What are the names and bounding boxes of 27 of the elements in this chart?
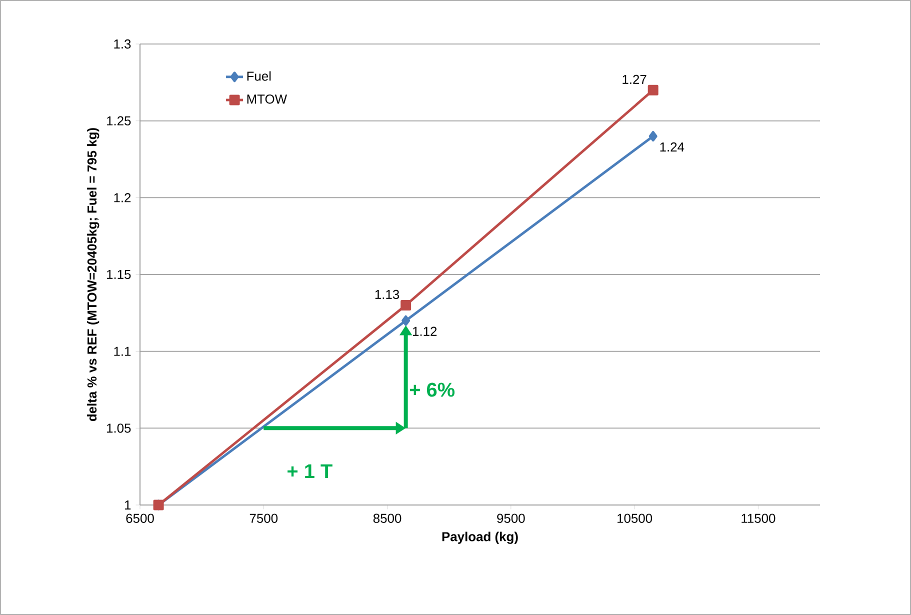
annotation: + 6% bbox=[410, 382, 455, 397]
x-axis-title: Payload (kg) bbox=[442, 532, 518, 544]
legend-label: Fuel bbox=[247, 71, 271, 81]
y-tick-label: 1 bbox=[125, 500, 131, 510]
point bbox=[648, 130, 658, 142]
legend-label: MTOW bbox=[247, 94, 288, 104]
y-tick-label: 1.3 bbox=[114, 39, 131, 49]
y-tick-label: 1.15 bbox=[107, 270, 131, 280]
y-tick-label: 1.1 bbox=[114, 346, 131, 356]
y-tick-label: 1.05 bbox=[107, 424, 131, 433]
data-label: 1.13 bbox=[375, 290, 400, 300]
x-tick-label: 7500 bbox=[250, 514, 278, 523]
x-tick-label: 8500 bbox=[373, 514, 402, 523]
x-tick-label: 9500 bbox=[497, 514, 525, 523]
point bbox=[402, 315, 410, 326]
y-tick-label: 1.25 bbox=[107, 116, 131, 126]
x-tick-label: 11500 bbox=[742, 514, 776, 523]
data-label: 1.27 bbox=[622, 74, 646, 84]
annotation: + 1 T bbox=[288, 464, 332, 478]
y-axis-title: delta % vs REF (MTOW=20405kg; Fuel = 795 kg) bbox=[87, 128, 100, 422]
point bbox=[400, 300, 412, 310]
point bbox=[648, 84, 658, 96]
y-tick-label: 1.2 bbox=[114, 193, 131, 202]
x-tick-label: 6500 bbox=[126, 514, 154, 523]
data-label: 1.12 bbox=[413, 326, 437, 336]
data-label: 1.24 bbox=[660, 142, 684, 152]
x-tick-label: 10500 bbox=[618, 514, 652, 523]
